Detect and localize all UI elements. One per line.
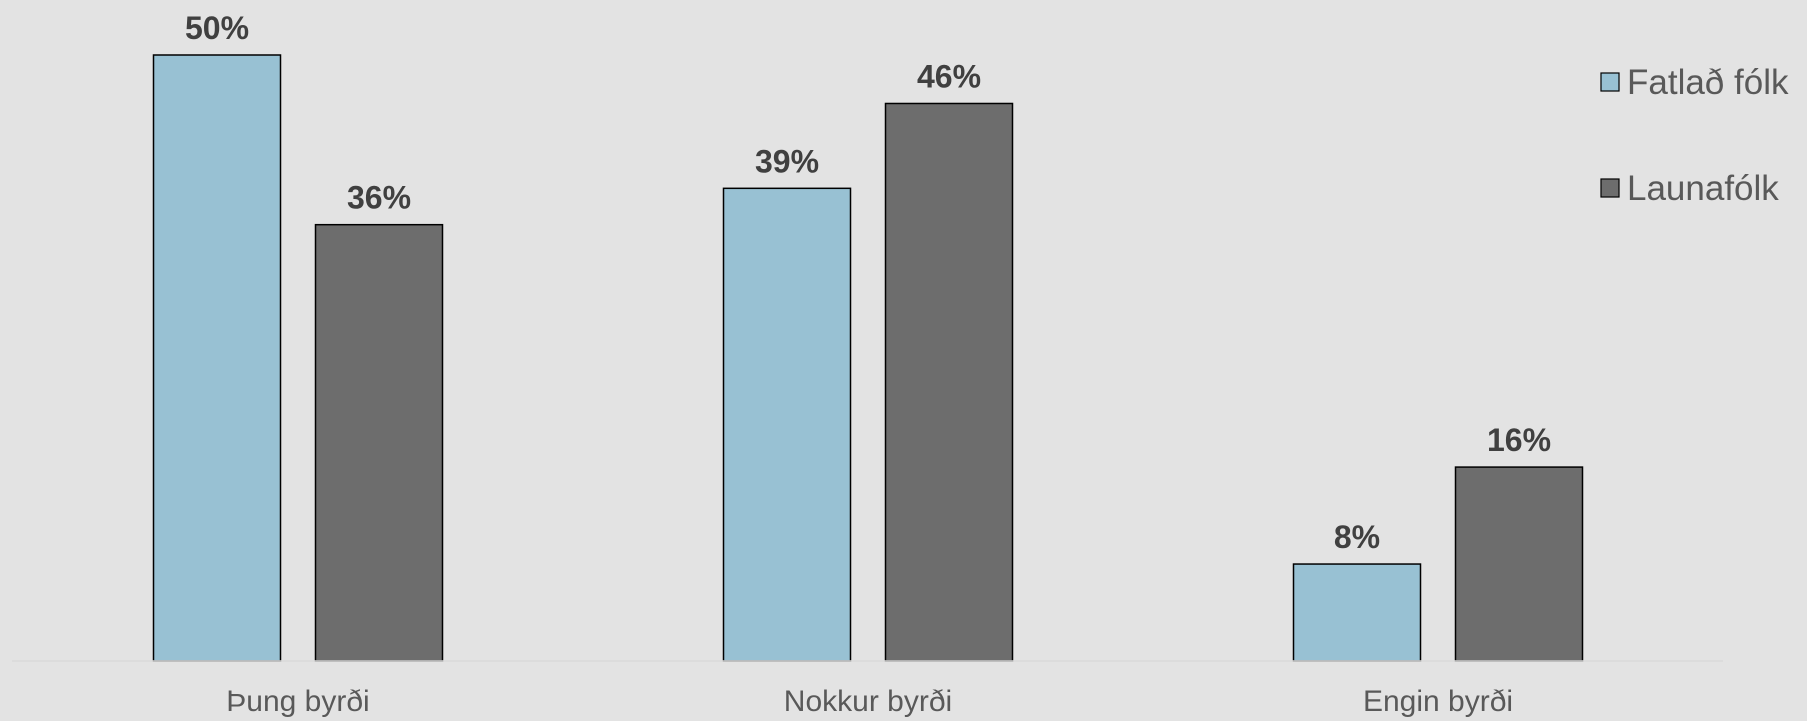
data-labels-layer: 50% 36% 39% 46% 8% 16% [185,10,1551,555]
legend-label-fatla-fo-lk: Fatlað fólk [1627,63,1789,102]
x-tick-label-nokkur-byr-i: Nokkur byrði [784,685,952,718]
x-tick-label-ung-byr-i: Þung byrði [226,685,369,718]
bar-fatla-fo-lk-nokkur-byr-i [722,187,852,662]
legend-item-fatla-fo-lk: Fatlað fólk [1600,63,1789,102]
legend-label-launafo-lk: Launafólk [1627,169,1779,208]
legend: Fatlað fólk Launafólk [1600,63,1789,208]
data-label-launafo-lk-nokkur-byr-i: 46% [917,58,981,94]
data-label-fatla-fo-lk-ung-byr-i: 50% [185,10,249,46]
bar-launafo-lk-engin-byr-i [1454,466,1584,662]
x-tick-label-engin-byr-i: Engin byrði [1363,685,1513,718]
bar-fatla-fo-lk-ung-byr-i [152,54,282,662]
legend-swatch-fatla-fo-lk [1600,72,1620,92]
bar-fatla-fo-lk-engin-byr-i [1292,563,1422,662]
bars-layer [152,54,1584,662]
legend-item-launafo-lk: Launafólk [1600,169,1779,208]
legend-swatch-launafo-lk [1600,178,1620,198]
x-tick-labels-layer: Þung byrði Nokkur byrði Engin byrði [226,685,1513,718]
data-label-fatla-fo-lk-engin-byr-i: 8% [1334,519,1380,555]
data-label-launafo-lk-engin-byr-i: 16% [1487,422,1551,458]
bar-launafo-lk-nokkur-byr-i [884,102,1014,662]
bar-launafo-lk-ung-byr-i [314,223,444,662]
data-label-launafo-lk-ung-byr-i: 36% [347,180,411,216]
data-label-fatla-fo-lk-nokkur-byr-i: 39% [755,143,819,179]
